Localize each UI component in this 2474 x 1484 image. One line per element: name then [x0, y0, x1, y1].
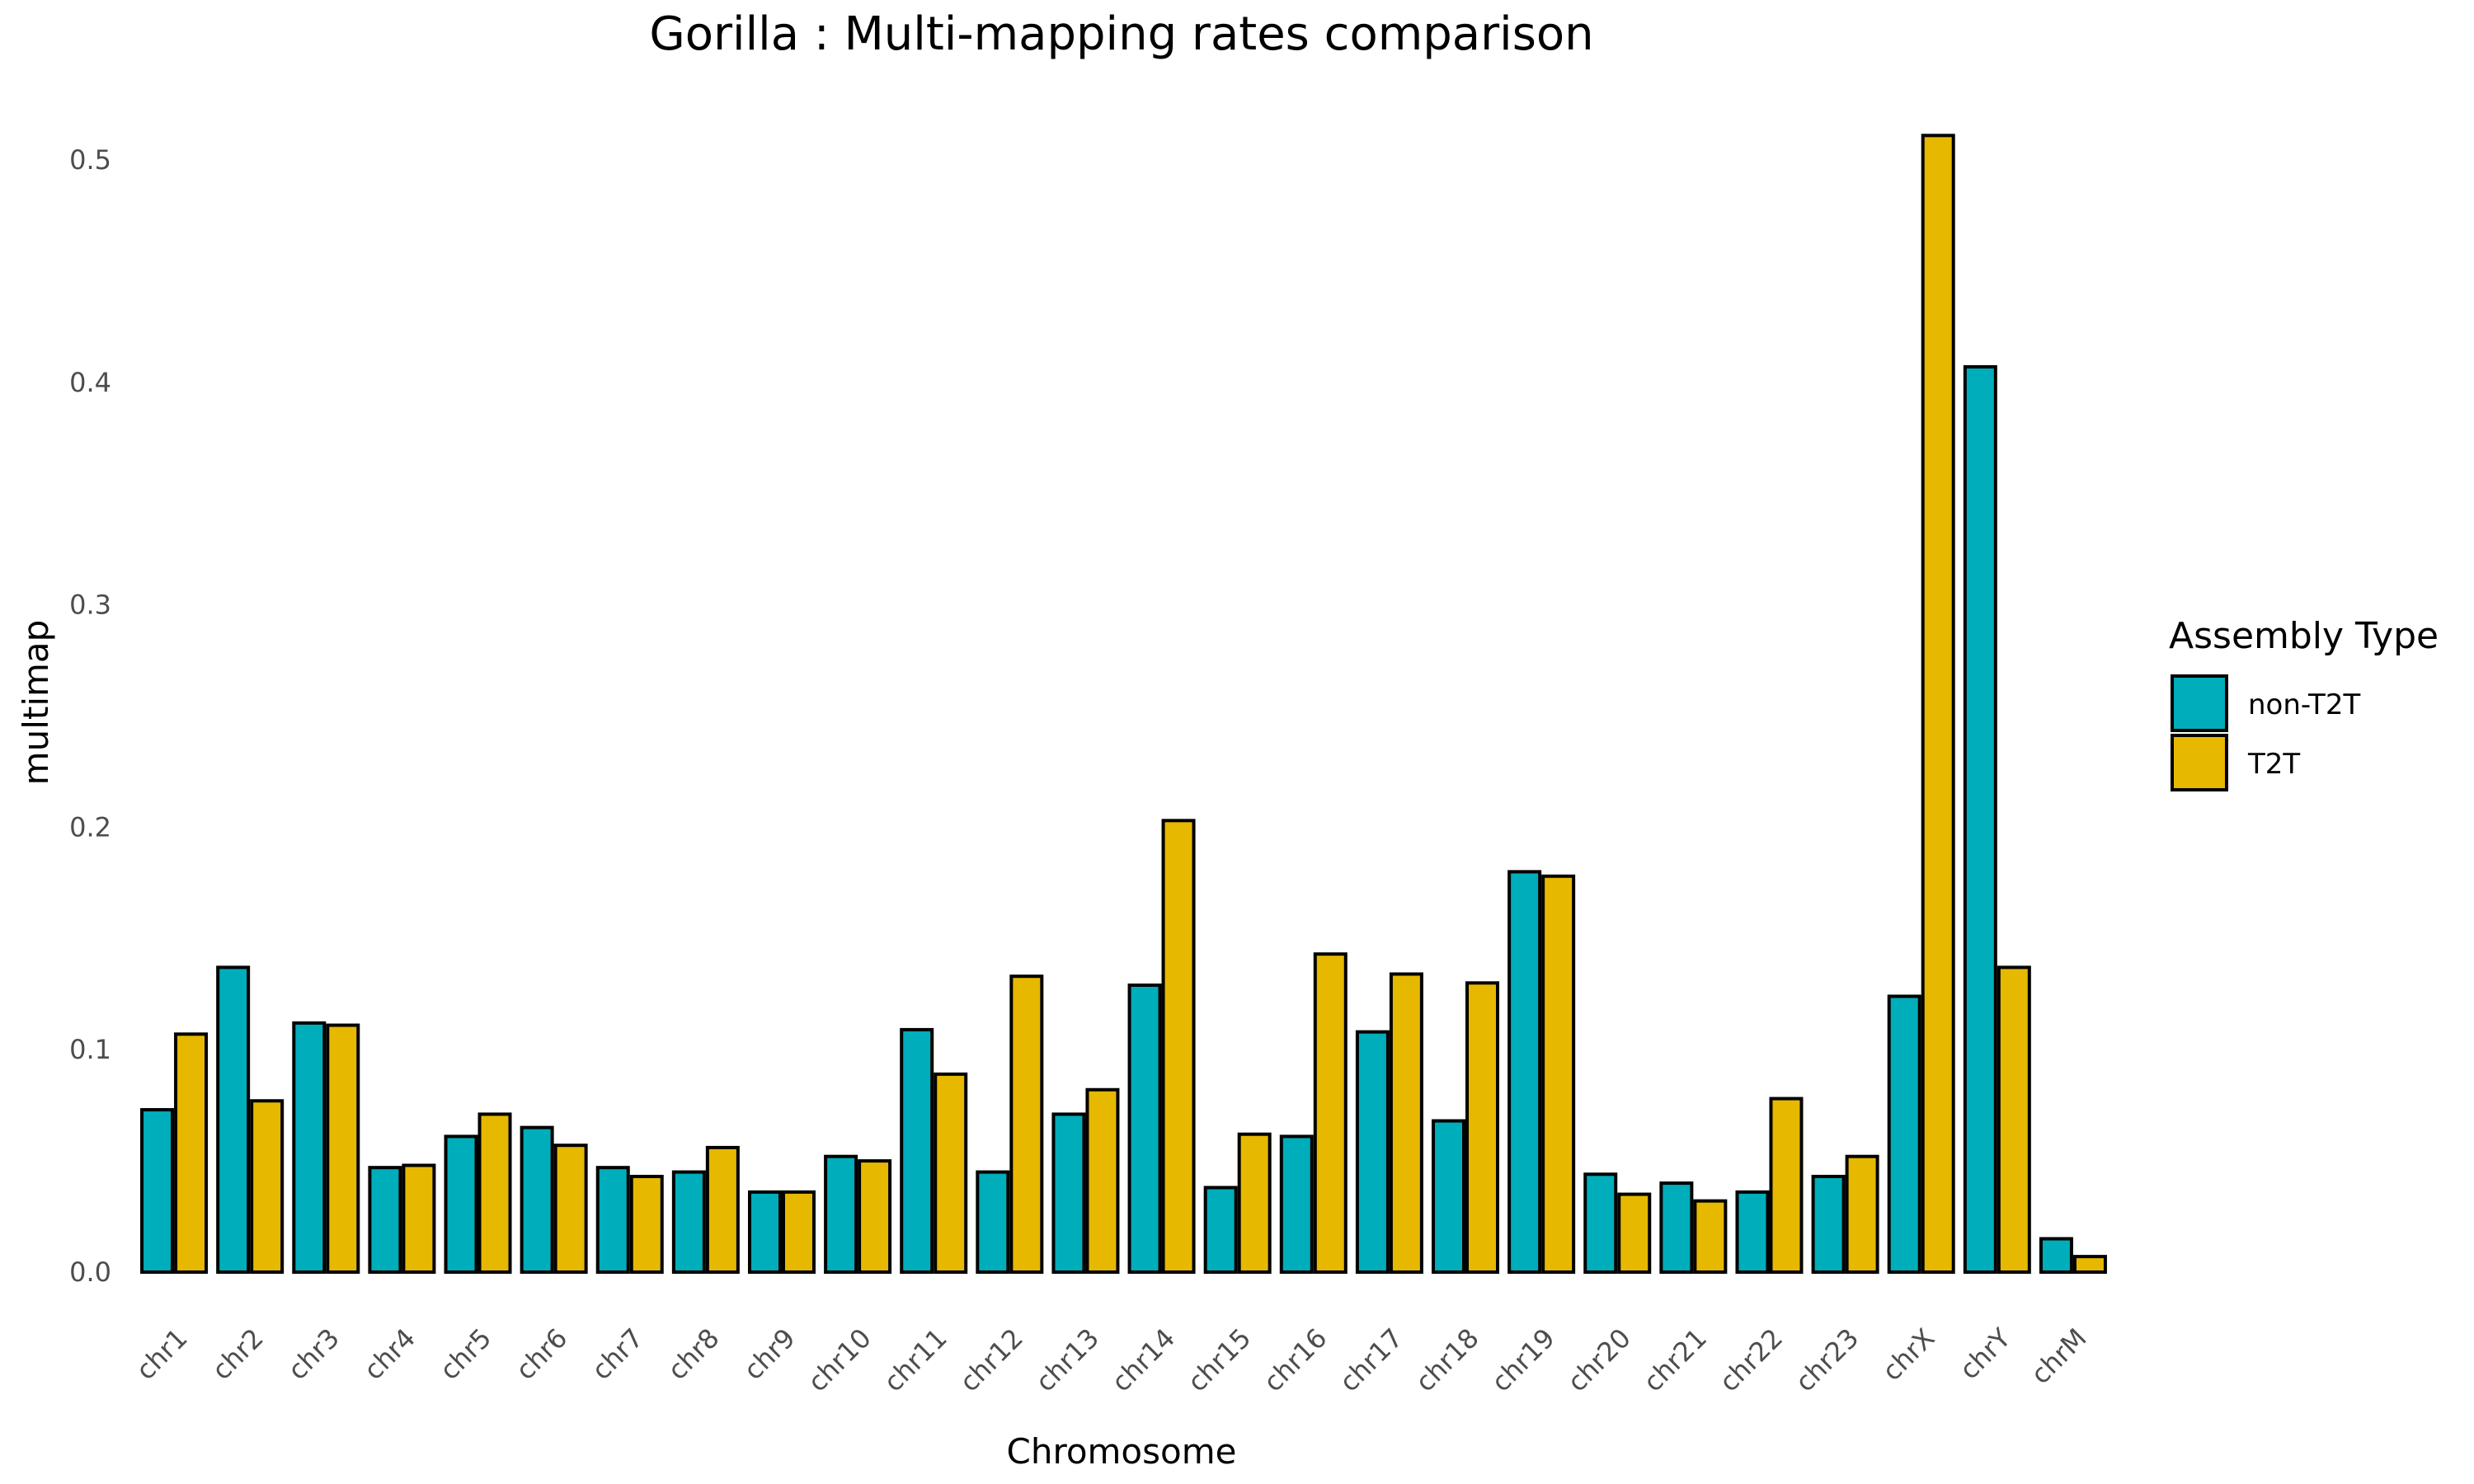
bar-t2t-chr4	[402, 1163, 436, 1274]
x-tick-label: chr7	[586, 1322, 649, 1386]
bar-t2t-chr8	[705, 1145, 740, 1274]
bar-non-t2t-chr7	[595, 1166, 630, 1274]
x-tick-label: chr18	[1409, 1322, 1485, 1398]
y-tick-label: 0.5	[69, 144, 111, 176]
bar-non-t2t-chr17	[1355, 1030, 1390, 1274]
bar-non-t2t-chr16	[1279, 1134, 1314, 1274]
bar-non-t2t-chr15	[1203, 1186, 1238, 1274]
x-tick-label: chrM	[2025, 1322, 2092, 1390]
legend-title: Assembly Type	[2169, 615, 2439, 657]
bar-t2t-chr19	[1541, 874, 1576, 1274]
bar-t2t-chrX	[1921, 134, 1955, 1274]
x-tick-label: chr2	[205, 1322, 269, 1386]
y-tick-label: 0.4	[69, 367, 111, 398]
x-tick-label: chr3	[282, 1322, 346, 1386]
x-tick-label: chr12	[953, 1322, 1029, 1398]
x-tick-label: chr23	[1790, 1322, 1865, 1398]
chart-title: Gorilla : Multi-mapping rates comparison	[649, 7, 1593, 61]
bar-non-t2t-chr19	[1507, 870, 1542, 1274]
bar-t2t-chr16	[1313, 952, 1348, 1275]
bar-non-t2t-chr10	[824, 1154, 858, 1274]
bar-non-t2t-chr2	[216, 965, 251, 1275]
bar-t2t-chr7	[629, 1174, 664, 1274]
bar-non-t2t-chr14	[1127, 983, 1162, 1274]
x-tick-label: chr17	[1333, 1322, 1409, 1398]
x-tick-label: chr20	[1561, 1322, 1637, 1398]
legend-label-t2t: T2T	[2247, 748, 2300, 781]
x-tick-label: chr14	[1105, 1322, 1181, 1398]
x-tick-label: chr11	[877, 1322, 953, 1398]
y-tick-label: 0.1	[69, 1034, 111, 1065]
x-tick-label: chr4	[358, 1322, 421, 1386]
bar-non-t2t-chr22	[1735, 1190, 1770, 1274]
bar-non-t2t-chr13	[1051, 1112, 1086, 1275]
x-tick-label: chr9	[737, 1322, 801, 1386]
bar-t2t-chr5	[477, 1112, 512, 1275]
x-tick-label: chr10	[802, 1322, 877, 1398]
y-tick-label: 0.0	[69, 1256, 111, 1288]
x-tick-label: chr13	[1029, 1322, 1105, 1398]
bar-non-t2t-chrX	[1887, 994, 1921, 1274]
x-tick-label: chr6	[510, 1322, 573, 1386]
x-tick-label: chrY	[1954, 1322, 2017, 1385]
bar-non-t2t-chr8	[671, 1170, 706, 1274]
bar-non-t2t-chr18	[1432, 1119, 1466, 1275]
x-tick-label: chr15	[1182, 1322, 1258, 1398]
bar-t2t-chr6	[553, 1144, 588, 1274]
y-tick-label: 0.3	[69, 589, 111, 621]
legend-swatch-t2t	[2171, 734, 2228, 791]
bar-non-t2t-chr5	[444, 1134, 478, 1274]
x-tick-label: chr5	[434, 1322, 497, 1386]
x-tick-label: chr22	[1713, 1322, 1789, 1398]
bar-t2t-chr21	[1693, 1199, 1728, 1274]
bar-t2t-chr10	[858, 1159, 892, 1274]
legend: Assembly Type non-T2T T2T	[2169, 615, 2439, 791]
bar-t2t-chr17	[1389, 972, 1423, 1275]
x-tick-label: chr19	[1485, 1322, 1561, 1398]
bar-t2t-chr15	[1237, 1132, 1272, 1274]
bar-t2t-chrM	[2072, 1255, 2107, 1275]
x-axis-ticks: chr1 chr2 chr3 chr4 chr5 chr6 chr7 chr8 chr9 chr1…	[129, 1322, 2092, 1397]
bar-non-t2t-chr23	[1811, 1174, 1846, 1274]
bar-t2t-chr9	[781, 1190, 816, 1274]
bar-t2t-chr13	[1085, 1087, 1120, 1275]
bars-group	[140, 134, 2107, 1275]
y-axis-title: multimap	[16, 620, 56, 786]
bar-non-t2t-chrY	[1963, 364, 1997, 1275]
legend-label-non-t2t: non-T2T	[2248, 688, 2360, 721]
bar-non-t2t-chr6	[520, 1125, 554, 1274]
x-tick-label: chr21	[1637, 1322, 1713, 1398]
bar-non-t2t-chr3	[292, 1021, 327, 1274]
bar-non-t2t-chr21	[1659, 1181, 1694, 1274]
bar-t2t-chr3	[326, 1023, 360, 1274]
y-axis-ticks: 0.0 0.1 0.2 0.3 0.4 0.5	[69, 144, 111, 1288]
bar-t2t-chr18	[1465, 981, 1500, 1274]
bar-t2t-chr1	[174, 1032, 209, 1274]
bar-t2t-chr23	[1845, 1154, 1879, 1274]
legend-swatch-non-t2t	[2171, 674, 2228, 732]
bar-t2t-chr14	[1161, 819, 1196, 1274]
x-tick-label: chr1	[129, 1322, 193, 1386]
bar-non-t2t-chr20	[1583, 1172, 1618, 1274]
x-axis-title: Chromosome	[1007, 1431, 1237, 1472]
bar-t2t-chr12	[1009, 974, 1044, 1275]
bar-t2t-chr20	[1617, 1192, 1652, 1274]
bar-non-t2t-chr9	[747, 1190, 782, 1274]
bar-t2t-chr22	[1769, 1097, 1804, 1275]
bar-non-t2t-chr11	[900, 1027, 934, 1274]
bar-non-t2t-chrM	[2039, 1237, 2073, 1275]
bar-t2t-chr2	[250, 1099, 285, 1275]
x-tick-label: chr8	[661, 1322, 725, 1386]
bar-t2t-chrY	[1997, 965, 2031, 1275]
bar-non-t2t-chr1	[140, 1108, 175, 1275]
x-tick-label: chr16	[1258, 1322, 1333, 1398]
y-tick-label: 0.2	[69, 811, 111, 843]
bar-non-t2t-chr12	[976, 1170, 1010, 1274]
bar-non-t2t-chr4	[368, 1166, 402, 1274]
bar-t2t-chr11	[934, 1072, 968, 1275]
x-tick-label: chrX	[1876, 1322, 1940, 1387]
